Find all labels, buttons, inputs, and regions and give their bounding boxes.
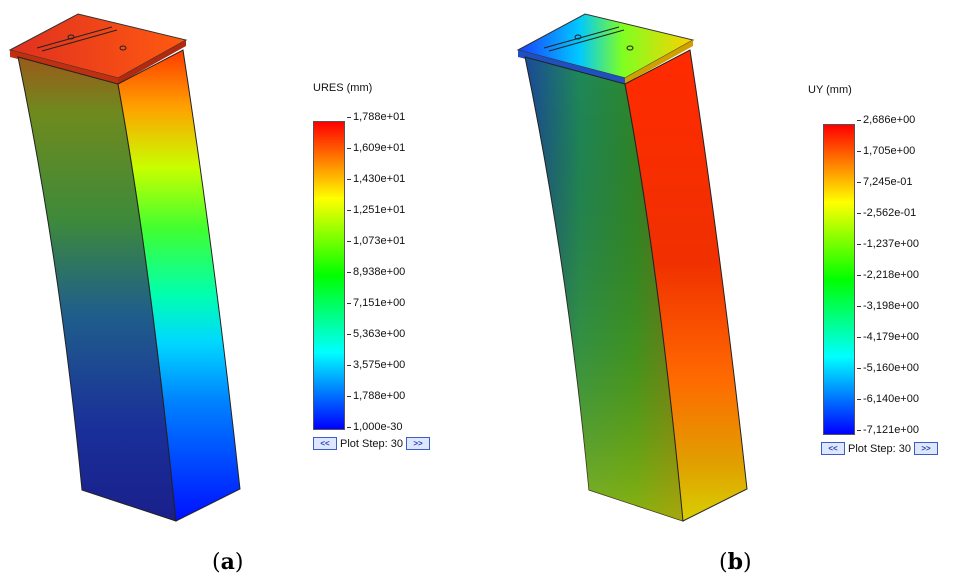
legend-tick: 1,788e+01: [346, 111, 406, 123]
legend-tick: 1,251e+01: [346, 204, 406, 216]
uy-deformed-model: [516, 13, 748, 522]
panel-b: UY (mm) 2,686e+00 1,705e+00 7,245e-01 -2…: [478, 0, 956, 585]
legend-tick: 8,938e+00: [346, 266, 406, 278]
legend-tick: 1,430e+01: [346, 173, 406, 185]
legend-tick: -4,179e+00: [857, 331, 919, 343]
legend-tick: -2,562e-01: [856, 207, 917, 219]
color-scale-bar: [313, 121, 345, 430]
legend-tick: -3,198e+00: [857, 300, 919, 312]
label-close-paren: ): [742, 550, 752, 575]
prev-step-button[interactable]: <<: [821, 442, 845, 455]
panel-label: (b): [719, 549, 752, 575]
legend-tick: -2,218e+00: [857, 269, 919, 281]
legend-tick: 3,575e+00: [346, 359, 406, 371]
side-face: [624, 49, 748, 522]
legend-tick: -7,121e+00: [857, 424, 919, 436]
legend-tick: 1,788e+00: [346, 390, 406, 402]
label-close-paren: ): [234, 550, 244, 575]
plot-step-control: << Plot Step: 30 >>: [821, 442, 938, 455]
color-scale-bar: [823, 124, 855, 435]
legend-tick: 1,073e+01: [346, 235, 406, 247]
panel-a: URES (mm) 1,788e+01 1,609e+01 1,430e+01 …: [0, 0, 478, 585]
ures-deformed-model: [8, 13, 241, 522]
legend-tick: 7,151e+00: [346, 297, 406, 309]
side-face: [117, 49, 241, 522]
legend-tick: 2,686e+00: [856, 114, 916, 126]
plot-step-label: Plot Step: 30: [848, 442, 911, 455]
label-letter: b: [727, 549, 743, 575]
legend-tick: -5,160e+00: [857, 362, 919, 374]
legend-tick: -1,237e+00: [857, 238, 919, 250]
legend-tick: 1,000e-30: [347, 421, 403, 433]
next-step-button[interactable]: >>: [914, 442, 938, 455]
label-open-paren: (: [212, 550, 221, 575]
prev-step-button[interactable]: <<: [313, 437, 337, 450]
legend-tick: -6,140e+00: [857, 393, 919, 405]
label-letter: a: [220, 549, 235, 575]
legend-title: URES (mm): [313, 82, 373, 94]
legend-title: UY (mm): [808, 84, 852, 96]
label-open-paren: (: [719, 550, 728, 575]
legend-tick: 5,363e+00: [346, 328, 406, 340]
panel-label: (a): [212, 549, 243, 575]
legend-tick: 7,245e-01: [857, 176, 913, 188]
legend-tick: 1,609e+01: [346, 142, 406, 154]
legend-tick: 1,705e+00: [856, 145, 916, 157]
next-step-button[interactable]: >>: [406, 437, 430, 450]
plot-step-control: << Plot Step: 30 >>: [313, 437, 430, 450]
plot-step-label: Plot Step: 30: [340, 437, 403, 450]
